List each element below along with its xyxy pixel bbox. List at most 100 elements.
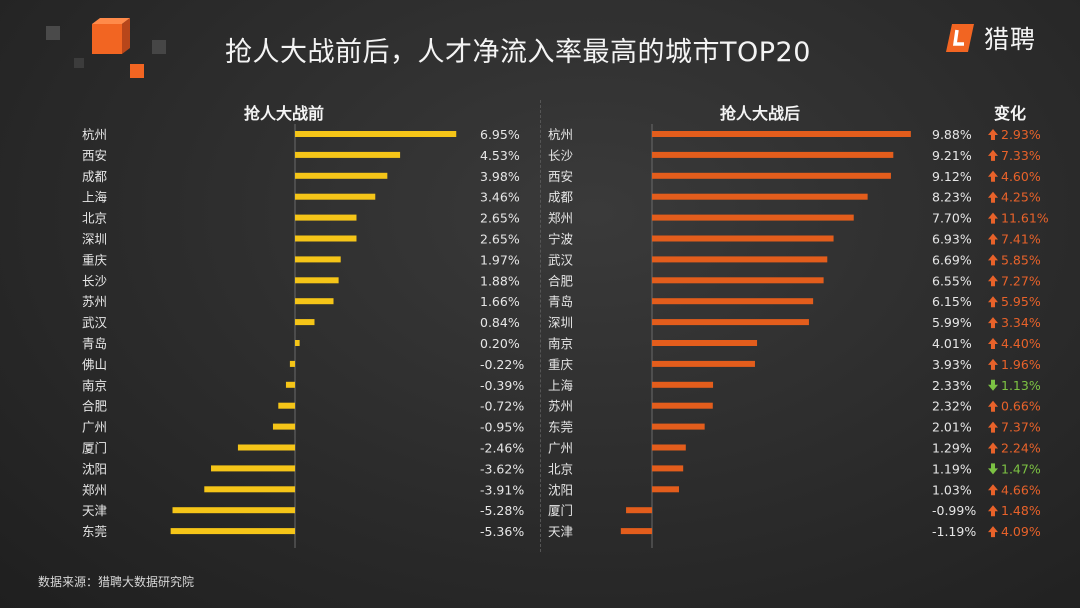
category-label-after: 成都	[548, 190, 574, 205]
arrow-up-icon	[988, 505, 998, 517]
value-label-before: -5.36%	[480, 524, 524, 539]
bar-after	[652, 423, 705, 430]
category-label-after: 重庆	[548, 357, 574, 372]
panel-title-before: 抢人大战前	[244, 104, 325, 123]
value-label-after: 5.99%	[932, 315, 972, 330]
category-label-after: 合肥	[548, 273, 574, 288]
bar-after	[652, 131, 911, 137]
category-label-before: 厦门	[82, 441, 107, 456]
change-label: 3.34%	[1001, 315, 1041, 330]
value-label-after: 2.32%	[932, 399, 972, 414]
category-label-after: 广州	[548, 441, 573, 456]
bar-after	[652, 193, 868, 200]
category-label-after: 东莞	[548, 420, 573, 435]
bar-after	[652, 444, 686, 451]
change-label: 2.24%	[1001, 441, 1041, 456]
category-label-before: 杭州	[82, 127, 107, 142]
value-label-after: 2.33%	[932, 378, 972, 393]
bar-before	[295, 172, 388, 179]
data-source-footer: 数据来源：猎聘大数据研究院	[38, 575, 195, 589]
category-label-before: 武汉	[82, 315, 108, 330]
bar-after	[620, 528, 652, 535]
change-label: 1.13%	[1001, 378, 1041, 393]
value-label-before: -3.62%	[480, 461, 524, 476]
arrow-up-icon	[988, 296, 998, 308]
panel-title-after: 抢人大战后	[720, 104, 801, 123]
bar-after	[652, 360, 755, 367]
category-label-before: 郑州	[82, 482, 107, 497]
value-label-before: -5.28%	[480, 503, 524, 518]
value-label-after: 3.93%	[932, 357, 972, 372]
page-title: 抢人大战前后，人才净流入率最高的城市TOP20	[225, 37, 811, 68]
value-label-before: -0.95%	[480, 420, 524, 435]
value-label-after: 2.01%	[932, 420, 972, 435]
bar-after	[652, 172, 891, 179]
logo-text: 猎聘	[984, 25, 1037, 54]
arrow-up-icon	[988, 212, 998, 224]
bar-after	[652, 235, 834, 242]
arrow-up-icon	[988, 317, 998, 329]
arrow-up-icon	[988, 191, 998, 203]
change-label: 1.48%	[1001, 503, 1041, 518]
category-label-after: 青岛	[548, 294, 573, 309]
liepin-logo: 猎聘	[944, 20, 1036, 56]
bar-before	[289, 360, 295, 367]
arrow-up-icon	[988, 170, 998, 182]
value-label-before: -0.39%	[480, 378, 524, 393]
category-label-before: 成都	[82, 169, 108, 184]
value-label-before: 2.65%	[480, 211, 520, 226]
change-label: 5.85%	[1001, 252, 1041, 267]
value-label-before: 6.95%	[480, 127, 520, 142]
value-label-after: -0.99%	[932, 503, 976, 518]
value-label-after: 4.01%	[932, 336, 972, 351]
category-label-before: 佛山	[82, 357, 107, 372]
value-label-after: 1.29%	[932, 441, 972, 456]
category-label-before: 重庆	[82, 252, 108, 267]
bar-after	[652, 381, 714, 388]
value-label-before: -2.46%	[480, 441, 524, 456]
arrow-up-icon	[988, 526, 998, 538]
value-label-before: -0.72%	[480, 399, 524, 414]
category-label-before: 长沙	[82, 273, 108, 288]
bar-after	[652, 319, 809, 326]
value-label-before: -0.22%	[480, 357, 524, 372]
value-label-after: 6.55%	[932, 273, 972, 288]
category-label-after: 苏州	[548, 399, 573, 414]
value-label-before: 3.46%	[480, 190, 520, 205]
change-label: 4.40%	[1001, 336, 1041, 351]
decorative-cubes	[46, 18, 166, 78]
bar-before	[278, 402, 295, 409]
category-label-before: 上海	[82, 190, 108, 205]
bar-after	[652, 298, 814, 305]
arrow-up-icon	[988, 442, 998, 454]
bar-after	[652, 151, 894, 158]
bar-before	[170, 528, 295, 535]
arrow-up-icon	[988, 254, 998, 266]
arrow-up-icon	[988, 233, 998, 245]
value-label-after: 9.88%	[932, 127, 972, 142]
category-label-after: 南京	[548, 336, 573, 351]
bar-before	[295, 277, 339, 284]
change-label: 7.27%	[1001, 273, 1041, 288]
bar-before	[285, 381, 295, 388]
value-label-before: 0.84%	[480, 315, 520, 330]
bar-before	[295, 340, 300, 346]
value-label-after: 7.70%	[932, 211, 972, 226]
value-label-before: 1.88%	[480, 273, 520, 288]
arrow-up-icon	[988, 149, 998, 161]
value-label-after: 1.03%	[932, 482, 972, 497]
value-label-after: 6.69%	[932, 252, 972, 267]
bar-before	[295, 298, 334, 305]
value-label-before: 1.97%	[480, 252, 520, 267]
bar-before	[295, 151, 401, 158]
arrow-down-icon	[988, 379, 998, 391]
category-label-before: 北京	[82, 211, 107, 226]
change-label: 4.25%	[1001, 190, 1041, 205]
category-label-after: 深圳	[548, 315, 573, 330]
value-label-before: -3.91%	[480, 482, 524, 497]
category-label-after: 天津	[548, 524, 573, 539]
bar-before	[295, 319, 315, 326]
change-label: 7.33%	[1001, 148, 1041, 163]
category-label-after: 郑州	[548, 211, 573, 226]
